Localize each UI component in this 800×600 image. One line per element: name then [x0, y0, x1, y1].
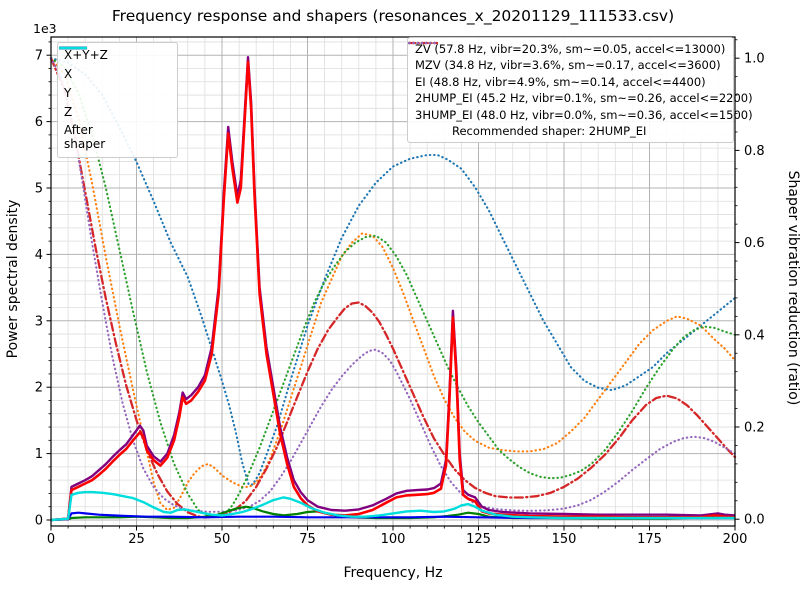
series-mzv-line: [49, 57, 737, 512]
legend-item-after-shaper: After shaper: [59, 46, 173, 154]
x-tick-label: 100: [381, 532, 406, 547]
y-right-tick-label: 0.4: [744, 328, 765, 343]
legend-label: Z: [64, 105, 73, 119]
x-tick-label: 150: [552, 532, 577, 547]
legend-item-3hump-ei: 3HUMP_EI (48.0 Hz, vibr=0.0%, sm~=0.36, …: [408, 41, 753, 123]
x-axis-label: Frequency, Hz: [343, 565, 442, 581]
y-left-tick-label: 7: [35, 49, 43, 64]
y-right-tick-label: 1.0: [744, 52, 765, 67]
y-left-tick-label: 2: [35, 381, 43, 396]
y-axis-label-right: Shaper vibration reduction (ratio): [785, 171, 800, 406]
chart-title: Frequency response and shapers (resonanc…: [112, 7, 674, 26]
line-sample-3hump-ei-icon: [408, 41, 438, 45]
legend-item-z: Z: [59, 46, 173, 122]
y-left-tick-label: 0: [35, 514, 43, 529]
legend-item-y: Y: [59, 46, 173, 103]
x-tick-label: 25: [128, 532, 145, 547]
legend-item-ei: EI (48.8 Hz, vibr=4.9%, sm~=0.14, accel<…: [408, 41, 728, 90]
y-left-tick-label: 5: [35, 182, 43, 197]
y-left-tick-label: 3: [35, 314, 43, 329]
x-tick-label: 50: [214, 532, 231, 547]
y-axis-offset-label: 1e3: [33, 21, 57, 36]
series-hump2-line: [49, 57, 737, 519]
legend-item-mzv: MZV (34.8 Hz, vibr=3.6%, sm~=0.17, accel…: [408, 41, 728, 73]
legend-label: ZV (57.8 Hz, vibr=20.3%, sm~=0.05, accel…: [415, 42, 726, 56]
x-tick-label: 175: [637, 532, 662, 547]
legend-item-2hump-ei: 2HUMP_EI (45.2 Hz, vibr=0.1%, sm~=0.26, …: [408, 41, 753, 106]
y-right-tick-label: 0.6: [744, 236, 765, 251]
y-right-tick-label: 0.8: [744, 144, 765, 159]
y-left-tick-label: 4: [35, 248, 43, 263]
legend-item-x: X: [59, 46, 173, 84]
legend-psd: X+Y+Z X Y Z After shaper: [57, 42, 178, 158]
y-axis-label-left: Power spectral density: [5, 200, 21, 359]
legend-label: After shaper: [64, 123, 106, 151]
legend-label: 3HUMP_EI (48.0 Hz, vibr=0.0%, sm~=0.36, …: [415, 107, 753, 122]
x-tick-label: 125: [466, 532, 491, 547]
series-after_shaper-line: [50, 490, 735, 522]
series-psd_z-line: [50, 511, 735, 522]
legend-shapers: ZV (57.8 Hz, vibr=20.3%, sm~=0.05, accel…: [407, 37, 753, 144]
series-ei-line: [49, 57, 737, 519]
y-left-tick-label: 1: [35, 447, 43, 462]
series-psd_x-line: [50, 60, 736, 522]
x-tick-label: 200: [723, 532, 748, 547]
series-zv-line: [49, 57, 737, 486]
legend-label: 2HUMP_EI (45.2 Hz, vibr=0.1%, sm~=0.26, …: [415, 91, 753, 106]
legend-recommended-shaper: Recommended shaper: 2HUMP_EI: [413, 123, 728, 139]
legend-label: Y: [64, 86, 72, 100]
x-tick-label: 0: [47, 532, 55, 547]
legend-label: EI (48.8 Hz, vibr=4.9%, sm~=0.14, accel<…: [415, 74, 706, 89]
recommended-shaper-text: Recommended shaper: 2HUMP_EI: [452, 123, 647, 138]
legend-label: MZV (34.8 Hz, vibr=3.6%, sm~=0.17, accel…: [415, 58, 721, 73]
legend-label: X: [64, 67, 73, 81]
y-right-tick-label: 0.0: [744, 513, 765, 528]
legend-label: X+Y+Z: [64, 48, 108, 62]
y-left-tick-label: 6: [35, 115, 43, 130]
series-hump3-line: [49, 57, 737, 513]
y-right-tick-label: 0.2: [744, 421, 765, 436]
x-tick-label: 75: [299, 532, 316, 547]
legend-item-zv: ZV (57.8 Hz, vibr=20.3%, sm~=0.05, accel…: [408, 41, 728, 57]
line-sample-after-shaper-icon: [59, 46, 87, 50]
